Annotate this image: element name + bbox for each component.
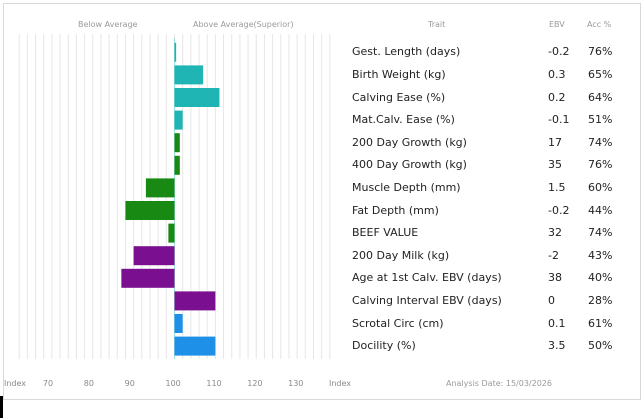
chart-frame: Below Average Above Average(Superior) Tr… (3, 3, 641, 400)
trait-label: 200 Day Milk (kg) (352, 248, 450, 262)
ebv-value: 0.1 (548, 316, 566, 330)
ebv-header: EBV (549, 20, 565, 29)
trait-label: Fat Depth (mm) (352, 203, 439, 217)
ebv-value: 0.3 (548, 67, 566, 81)
trait-label: Scrotal Circ (cm) (352, 316, 444, 330)
ebv-value: -2 (548, 248, 559, 262)
ebv-value: 1.5 (548, 180, 566, 194)
bar (133, 246, 175, 266)
bar (121, 268, 175, 288)
trait-label: Age at 1st Calv. EBV (days) (352, 271, 502, 285)
ebv-value: -0.2 (548, 203, 570, 217)
acc-value: 40% (588, 271, 613, 285)
trait-label: 400 Day Growth (kg) (352, 158, 467, 172)
ebv-bar-chart (18, 34, 331, 359)
bar (145, 178, 175, 198)
ebv-value: 35 (548, 158, 562, 172)
ebv-value: 0.2 (548, 90, 566, 104)
acc-value: 76% (588, 45, 613, 59)
trait-label: Birth Weight (kg) (352, 67, 446, 81)
trait-label: Calving Interval EBV (days) (352, 293, 502, 307)
bar (174, 65, 204, 85)
trait-label: 200 Day Growth (kg) (352, 135, 467, 149)
bar (174, 155, 180, 175)
bar (174, 88, 220, 107)
bar (168, 223, 175, 243)
x-tick-label: 120 (247, 379, 263, 388)
ebv-value: 38 (548, 271, 562, 285)
acc-value: 44% (588, 203, 613, 217)
acc-value: 43% (588, 248, 613, 262)
ebv-value: 32 (548, 226, 562, 240)
x-tick-label: 90 (124, 379, 135, 388)
analysis-date: Analysis Date: 15/03/2026 (446, 379, 552, 388)
ebv-value: 0 (548, 293, 555, 307)
acc-value: 60% (588, 180, 613, 194)
ebv-value: -0.1 (548, 113, 570, 127)
bar (174, 133, 180, 153)
bar (174, 336, 216, 356)
acc-value: 51% (588, 113, 613, 127)
ebv-value: 3.5 (548, 339, 566, 353)
acc-value: 28% (588, 293, 613, 307)
x-tick-label: 80 (83, 379, 94, 388)
acc-value: 64% (588, 90, 613, 104)
acc-value: 74% (588, 135, 613, 149)
bar (174, 314, 183, 333)
trait-label: Muscle Depth (mm) (352, 180, 461, 194)
below-average-label: Below Average (78, 20, 138, 29)
x-tick-label: 100 (165, 379, 181, 388)
trait-label: Gest. Length (days) (352, 45, 461, 59)
above-average-label: Above Average(Superior) (193, 20, 294, 29)
acc-value: 61% (588, 316, 613, 330)
left-edge-marker (0, 396, 3, 418)
x-tick-label: Index (4, 379, 27, 388)
bar (174, 42, 177, 62)
trait-label: Docility (%) (352, 339, 416, 353)
acc-value: 65% (588, 67, 613, 81)
bar (125, 201, 175, 220)
acc-value: 50% (588, 339, 613, 353)
acc-header: Acc % (587, 20, 612, 29)
x-tick-label: Index (329, 379, 352, 388)
trait-label: BEEF VALUE (352, 226, 419, 240)
x-tick-label: 70 (42, 379, 54, 388)
trait-header: Trait (428, 20, 446, 29)
x-tick-label: 130 (288, 379, 304, 388)
bar (174, 291, 216, 311)
ebv-value: 17 (548, 135, 562, 149)
trait-label: Mat.Calv. Ease (%) (352, 113, 455, 127)
ebv-value: -0.2 (548, 45, 570, 59)
x-tick-label: 110 (206, 379, 222, 388)
acc-value: 74% (588, 226, 613, 240)
bar (174, 110, 183, 130)
trait-label: Calving Ease (%) (352, 90, 446, 104)
acc-value: 76% (588, 158, 613, 172)
